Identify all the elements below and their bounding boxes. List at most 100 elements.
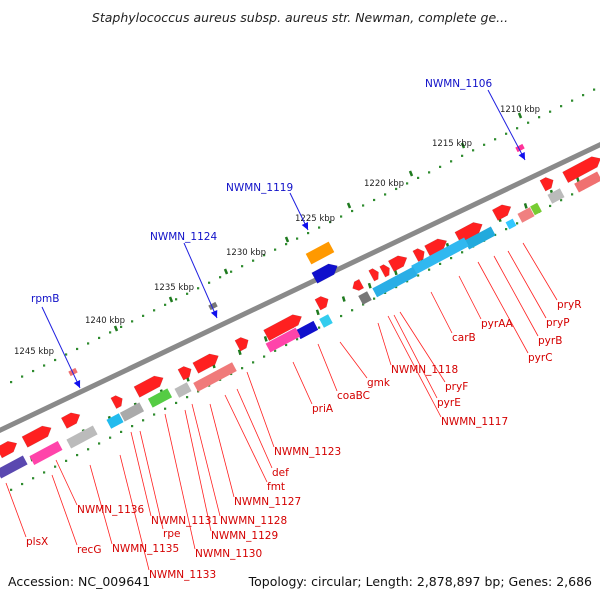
scale-dot: [274, 248, 277, 251]
scale-dot: [153, 309, 156, 312]
feature-bar: [174, 382, 192, 398]
gene-arrow-shape: [0, 441, 18, 459]
forward-gene-arrow: [562, 156, 600, 184]
feature-label: coaBC: [337, 390, 370, 402]
scale-dot: [549, 110, 552, 113]
scale-tick-mark: [113, 325, 119, 332]
scale-dot: [296, 237, 299, 240]
scale-dot: [164, 303, 167, 306]
feature-label: NWMN_1123: [274, 446, 341, 458]
scale-tick-label: 1220 kbp: [364, 179, 404, 189]
small-grey-feature: [208, 301, 218, 311]
bar-shape: [547, 188, 565, 204]
scale-tick-label: 1225 kbp: [295, 214, 335, 224]
scale-dot: [175, 298, 178, 301]
bar-shape: [208, 301, 218, 311]
bar-shape: [0, 455, 28, 479]
lower-scale-dot: [54, 465, 57, 468]
lower-scale-dot: [318, 326, 321, 329]
lower-tick-mark: [341, 296, 346, 302]
feature-bar: [358, 291, 372, 305]
lower-scale-dot: [560, 199, 563, 202]
feature-label: pyrE: [437, 397, 461, 409]
gene-arrow-shape: [387, 255, 408, 272]
feature-label: NWMN_1128: [220, 515, 287, 527]
feature-bar: [265, 327, 301, 353]
bar-shape: [305, 241, 335, 265]
scale-dot: [241, 265, 244, 268]
lower-scale-dot: [351, 309, 354, 312]
gene-arrow-shape: [412, 248, 425, 262]
forward-gene-arrow: [491, 204, 512, 221]
scale-dot: [516, 127, 519, 130]
lower-scale-dot: [428, 268, 431, 271]
bar-shape: [193, 362, 237, 392]
feature-leader-line: [236, 388, 273, 469]
bar-shape: [319, 314, 333, 328]
gene-arrow-shape: [314, 296, 329, 311]
bar-shape: [515, 143, 525, 153]
genome-backbone: [0, 141, 600, 434]
feature-label: pryP: [546, 317, 570, 329]
scale-dot: [417, 176, 420, 180]
scale-dot: [219, 276, 222, 279]
scale-dot: [494, 138, 497, 141]
scale-dot: [98, 336, 101, 340]
gene-arrow-shape: [539, 177, 554, 192]
feature-label: NWMN_1131: [151, 515, 218, 527]
lower-scale-dot: [340, 314, 343, 318]
scale-tick-mark: [517, 112, 523, 119]
scale-dot: [307, 231, 310, 235]
feature-label: NWMN_1117: [441, 416, 508, 428]
scale-tick-label: 1210 kbp: [500, 105, 540, 115]
gene-arrow-shape: [352, 278, 365, 291]
scale-dot: [10, 380, 13, 384]
lower-scale-dot: [461, 251, 464, 254]
feature-bar: [193, 362, 237, 392]
small-red-arrow: [352, 278, 365, 291]
bar-shape: [358, 291, 372, 305]
bar-shape: [174, 382, 192, 398]
feature-label: plsX: [26, 536, 48, 548]
lower-scale-dot: [175, 401, 178, 405]
scale-dot: [120, 325, 123, 328]
lower-scale-dot: [142, 419, 145, 422]
lower-scale-dot: [98, 442, 101, 445]
gene-arrow-shape: [234, 337, 249, 352]
scale-dot: [351, 209, 354, 213]
feature-label: def: [272, 467, 289, 479]
lower-scale-dot: [186, 396, 189, 399]
scale-dot: [593, 88, 596, 91]
scale-tick-mark: [408, 170, 414, 177]
gene-arrow-shape: [177, 366, 192, 381]
gene-arrow-shape: [379, 264, 390, 278]
scale-tick-mark: [346, 202, 352, 209]
scale-dot: [560, 105, 563, 108]
lower-scale-dot: [153, 413, 156, 416]
label-leader-lines: [5, 89, 558, 571]
lower-tick-mark: [367, 282, 372, 289]
feature-label: carB: [452, 332, 476, 344]
scale-dots: [10, 88, 596, 491]
feature-bar: [295, 320, 319, 340]
locus-arrowhead: [518, 152, 525, 160]
gene-arrow-shape: [60, 412, 81, 429]
locus-label: NWMN_1119: [226, 182, 293, 194]
locus-leader-line: [183, 242, 218, 319]
bar-shape: [265, 327, 301, 353]
feature-label: rpe: [163, 528, 180, 540]
gene-arrow-shape: [311, 263, 338, 284]
feature-leader-line: [477, 261, 529, 354]
feature-label: NWMN_1129: [211, 530, 278, 542]
forward-gene-arrow: [314, 296, 329, 311]
feature-leader-line: [184, 409, 212, 532]
feature-label: NWMN_1118: [391, 364, 458, 376]
lower-scale-dot: [65, 459, 68, 462]
forward-gene-arrow: [387, 255, 408, 272]
feature-bar: [66, 425, 98, 449]
lower-tick-mark: [523, 203, 528, 209]
map-title: Staphylococcus aureus subsp. aureus str.…: [92, 10, 508, 25]
scale-dot: [230, 270, 233, 273]
lower-scale-dot: [21, 482, 24, 486]
feature-leader-line: [399, 311, 446, 383]
